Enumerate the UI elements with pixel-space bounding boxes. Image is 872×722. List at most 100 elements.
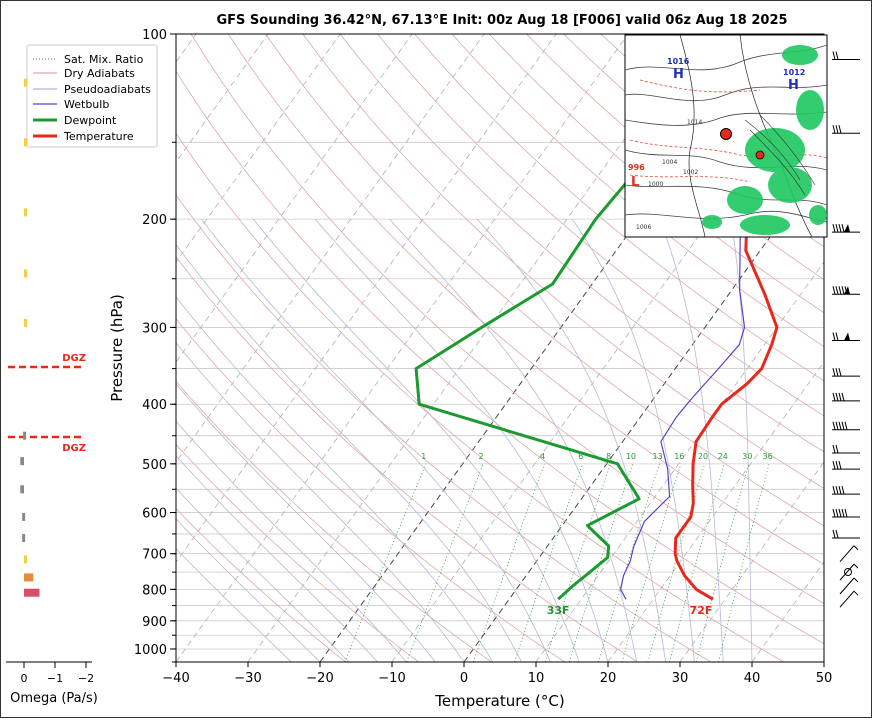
x-tick-label: −10	[378, 671, 405, 686]
omega-tick-label-2: −2	[78, 672, 94, 685]
mixing-ratio-label: 30	[742, 452, 752, 461]
inset-map: 1016 H 1012 H 996 L 1014 1004 1002 1000 …	[625, 35, 827, 237]
dgz-label-top: DGZ	[62, 353, 86, 364]
y-tick-label: 200	[142, 213, 167, 228]
legend-label-pseudo: Pseudoadiabats	[64, 83, 151, 96]
surface-temperature-label: 72F	[690, 604, 713, 617]
wind-barb	[840, 546, 858, 562]
mixing-ratio-label: 2	[479, 452, 484, 461]
omega-panel: 0 −1 −2 Omega (Pa/s) DGZ DGZ	[6, 79, 98, 706]
wind-barb	[832, 368, 860, 376]
omega-bar	[20, 457, 24, 465]
mixing-ratio-label: 1	[421, 452, 426, 461]
y-tick-label: 900	[142, 615, 167, 630]
x-tick-label: 20	[600, 671, 617, 686]
omega-bar	[24, 269, 27, 277]
svg-text:1016: 1016	[667, 57, 690, 66]
svg-text:H: H	[788, 78, 799, 93]
wind-barb	[840, 578, 858, 594]
y-tick-label: 500	[142, 458, 167, 473]
omega-bar	[24, 319, 27, 327]
legend-label-dewpoint: Dewpoint	[64, 114, 117, 127]
y-tick-label: 300	[142, 321, 167, 336]
omega-bar	[24, 589, 40, 597]
x-tick-label: −40	[162, 671, 189, 686]
svg-text:1012: 1012	[783, 68, 805, 77]
x-tick-label: 50	[816, 671, 833, 686]
y-axis-label: Pressure (hPa)	[108, 294, 126, 402]
x-tick-label: 0	[460, 671, 468, 686]
mixing-ratio-line	[696, 464, 749, 662]
legend-label-mixratio: Sat. Mix. Ratio	[64, 53, 144, 66]
isotherm	[176, 34, 628, 662]
pseudoadiabat	[158, 219, 522, 662]
pseudoadiabat	[202, 219, 551, 662]
wind-barb	[840, 591, 858, 607]
wind-barbs	[832, 51, 860, 607]
isotherm	[824, 34, 872, 662]
mixing-ratio-line	[407, 464, 484, 662]
svg-text:1004: 1004	[662, 159, 677, 166]
wind-barb	[832, 125, 860, 133]
mixing-ratio-label: 24	[718, 452, 728, 461]
mixing-ratio-line	[515, 464, 583, 662]
svg-text:1000: 1000	[648, 181, 663, 188]
wind-barb	[832, 224, 860, 232]
wind-barb	[832, 393, 860, 401]
mixing-ratio-label: 36	[763, 452, 773, 461]
mixing-ratio-line	[719, 464, 770, 662]
wind-barb	[832, 486, 860, 494]
wind-barb	[832, 445, 860, 453]
pseudoadiabat	[31, 219, 407, 662]
x-axis-label: Temperature (°C)	[434, 692, 564, 710]
mixing-ratio-line	[622, 464, 681, 662]
mixing-ratio-label: 10	[626, 452, 636, 461]
omega-tick-label-0: 0	[21, 672, 28, 685]
y-tick-label: 400	[142, 398, 167, 413]
dry-adiabat	[79, 34, 710, 662]
pseudoadiabat	[390, 219, 637, 662]
omega-tick-label-1: −1	[47, 672, 63, 685]
wind-barb	[832, 509, 860, 517]
omega-bar	[22, 513, 25, 521]
legend: Sat. Mix. Ratio Dry Adiabats Pseudoadiab…	[27, 45, 157, 147]
y-tick-label: 800	[142, 583, 167, 598]
mixing-ratio-line	[473, 464, 544, 662]
wind-barb	[832, 51, 860, 59]
legend-label-wetbulb: Wetbulb	[64, 98, 109, 111]
x-tick-label: 40	[744, 671, 761, 686]
omega-bar	[20, 485, 24, 493]
omega-axis-label: Omega (Pa/s)	[10, 691, 98, 706]
mixing-ratio-label: 4	[540, 452, 545, 461]
x-tick-label: 30	[672, 671, 689, 686]
pseudoadiabat	[253, 219, 579, 662]
omega-bar	[23, 432, 26, 440]
svg-text:1002: 1002	[683, 169, 698, 176]
pseudoadiabat	[57, 219, 435, 662]
wind-barb	[832, 461, 860, 469]
y-tick-label: 700	[142, 548, 167, 563]
chart-title: GFS Sounding 36.42°N, 67.13°E Init: 00z …	[216, 13, 787, 28]
wind-barb	[832, 286, 860, 294]
omega-bar	[24, 208, 27, 216]
omega-bar	[22, 534, 25, 542]
mixing-ratio-label: 13	[653, 452, 663, 461]
omega-bar	[24, 138, 27, 146]
wind-barb	[832, 530, 860, 538]
wind-barb	[840, 564, 858, 580]
legend-label-temperature: Temperature	[63, 130, 134, 143]
wind-barb	[832, 422, 860, 430]
y-tick-label: 100	[142, 28, 167, 43]
svg-text:L: L	[631, 175, 639, 190]
mixing-ratio-label: 16	[674, 452, 684, 461]
x-tick-label: −30	[234, 671, 261, 686]
svg-text:1006: 1006	[636, 224, 651, 231]
surface-dewpoint-label: 33F	[547, 604, 570, 617]
dgz-label-bottom: DGZ	[62, 443, 86, 454]
mixing-ratio-label: 20	[698, 452, 708, 461]
x-tick-label: 10	[528, 671, 545, 686]
svg-text:996: 996	[628, 163, 645, 172]
calm-wind-marker	[845, 569, 852, 576]
svg-text:1014: 1014	[687, 119, 702, 126]
